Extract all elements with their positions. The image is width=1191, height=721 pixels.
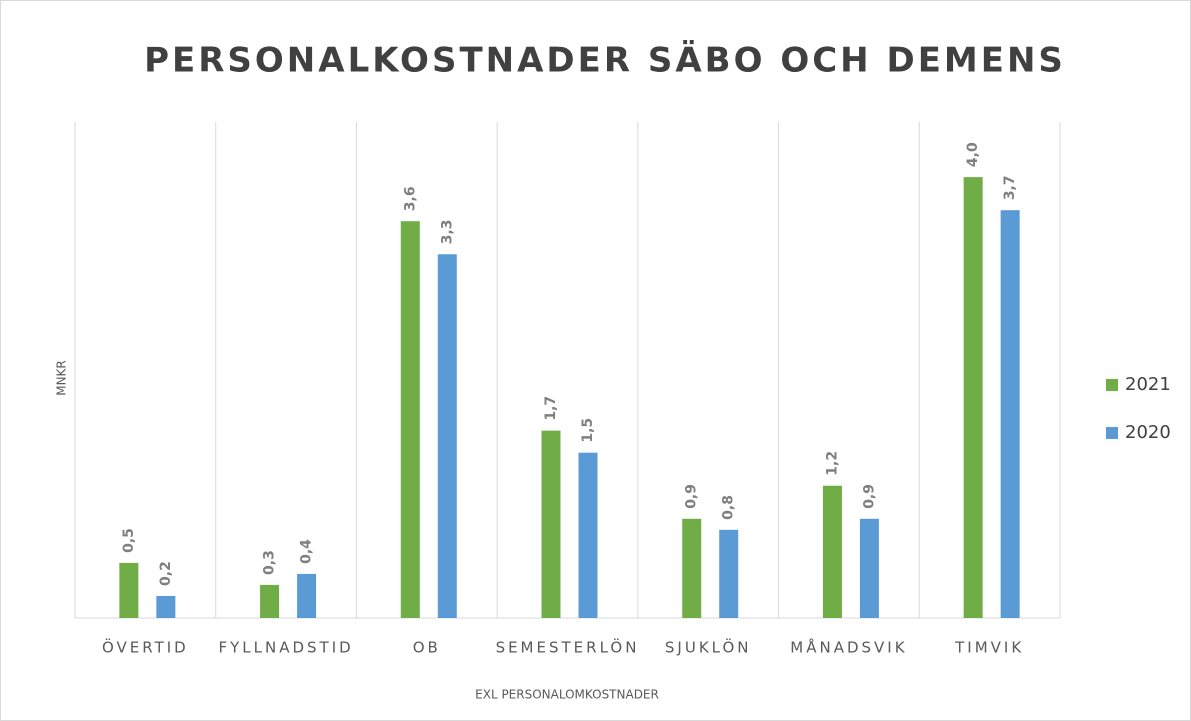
data-label: 3,7 — [1002, 175, 1018, 200]
x-tick-label: TIMVIK — [954, 639, 1024, 657]
bar — [1000, 210, 1020, 618]
data-label: 3,6 — [402, 186, 418, 211]
data-label: 3,3 — [439, 219, 455, 244]
legend-label: 2020 — [1125, 422, 1171, 443]
data-label: 0,9 — [861, 484, 877, 509]
bar — [822, 485, 842, 618]
bar — [719, 529, 739, 618]
data-label: 1,7 — [543, 396, 559, 421]
x-tick-label: SJUKLÖN — [665, 638, 752, 657]
bar — [156, 595, 176, 618]
bar — [859, 518, 879, 618]
bar — [260, 584, 280, 618]
chart-title: PERSONALKOSTNADER SÄBO OCH DEMENS — [144, 40, 1066, 81]
x-tick-label: SEMESTERLÖN — [496, 638, 640, 657]
legend-swatch — [1106, 427, 1118, 439]
bar — [963, 177, 983, 618]
bar — [578, 452, 598, 618]
x-tick-label: MÅNADSVIK — [790, 638, 907, 657]
data-label: 0,3 — [262, 550, 278, 575]
bar — [400, 221, 420, 618]
bar — [541, 430, 561, 618]
legend-swatch — [1106, 379, 1118, 391]
data-label: 0,9 — [684, 484, 700, 509]
data-label: 0,5 — [121, 528, 137, 553]
y-axis-label: MNKR — [55, 360, 69, 396]
bar — [297, 573, 317, 618]
data-label: 0,4 — [299, 539, 315, 564]
data-label: 0,8 — [721, 495, 737, 520]
data-label: 0,2 — [158, 561, 174, 586]
x-tick-label: OB — [413, 639, 441, 657]
x-tick-label: ÖVERTID — [102, 638, 189, 657]
bar — [437, 254, 457, 618]
bar — [682, 518, 702, 618]
data-label: 4,0 — [965, 142, 981, 167]
x-axis-label: EXL PERSONALOMKOSTNADER — [475, 688, 659, 702]
data-label: 1,2 — [824, 451, 840, 476]
bar — [119, 562, 139, 618]
data-label: 1,5 — [580, 418, 596, 443]
legend-label: 2021 — [1125, 374, 1171, 395]
x-tick-label: FYLLNADSTID — [218, 639, 353, 657]
